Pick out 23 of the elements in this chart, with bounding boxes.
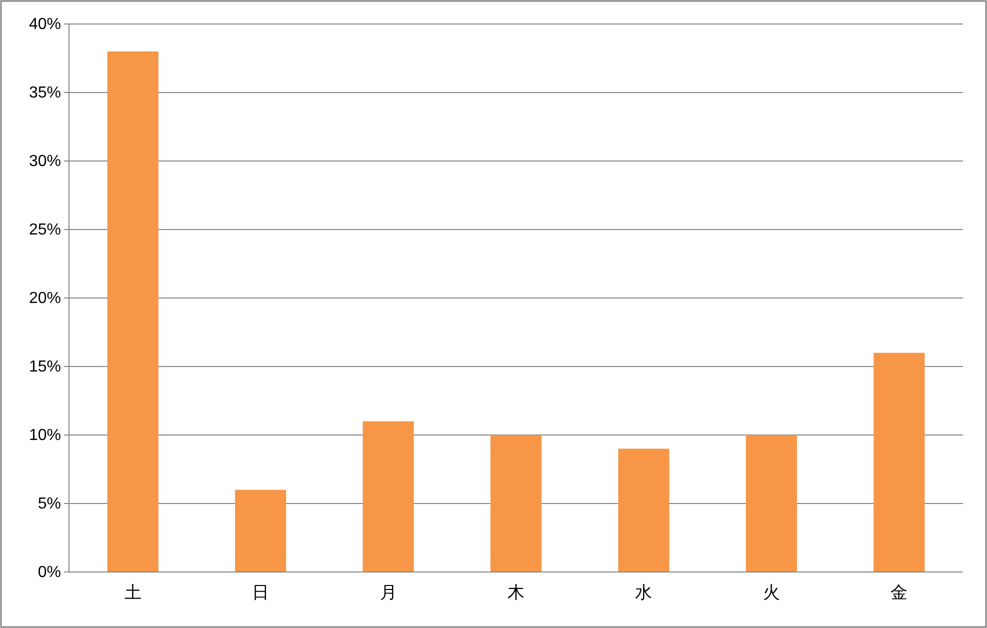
bar — [107, 51, 158, 572]
x-tick-label: 火 — [762, 583, 780, 602]
x-tick-label: 木 — [508, 583, 524, 602]
bar — [362, 421, 414, 572]
x-tick-label: 月 — [380, 583, 397, 602]
y-tick-label: 40% — [28, 16, 61, 34]
y-tick-label: 35% — [28, 84, 61, 102]
y-tick-label: 30% — [28, 153, 61, 170]
bar — [746, 435, 797, 572]
y-tick-label: 25% — [28, 222, 61, 239]
x-tick-label: 金 — [890, 583, 908, 602]
y-tick-label: 0% — [38, 564, 61, 582]
y-tick-label: 15% — [28, 358, 61, 376]
x-tick-label: 水 — [635, 583, 652, 602]
y-tick-label: 10% — [28, 427, 61, 444]
x-tick-label: 土 — [124, 583, 142, 602]
bar — [618, 448, 670, 572]
y-tick-label: 20% — [28, 290, 61, 308]
bar — [874, 352, 925, 572]
bar — [235, 490, 286, 572]
bar — [490, 435, 542, 572]
y-tick-label: 5% — [38, 496, 61, 513]
x-tick-label: 日 — [252, 583, 270, 602]
